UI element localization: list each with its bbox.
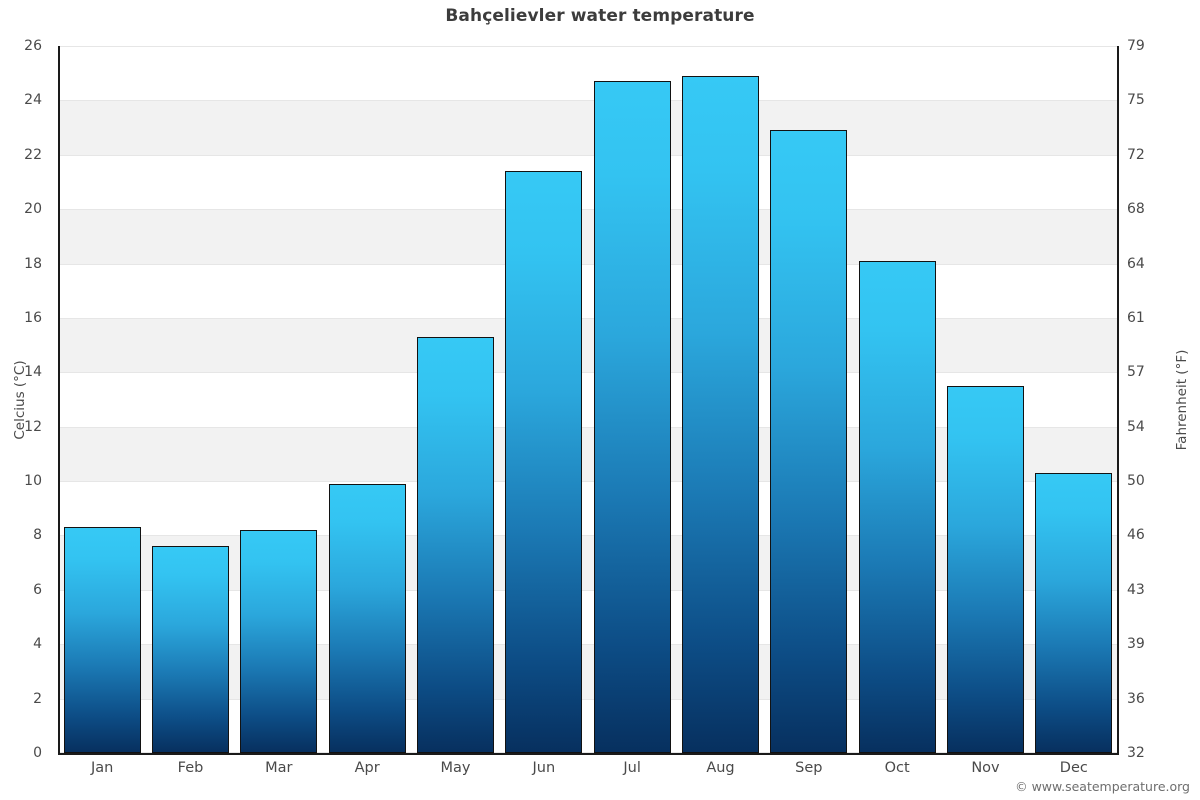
chart-title: Bahçelievler water temperature: [445, 6, 755, 26]
bars-layer: [58, 46, 1118, 753]
x-tick-label-jan: Jan: [90, 760, 114, 776]
y-axis-left-line: [58, 46, 60, 754]
x-tick-label-may: May: [440, 760, 471, 776]
y-tick-label-fahrenheit: 43: [1127, 581, 1145, 598]
y-tick-label-fahrenheit: 72: [1127, 146, 1145, 163]
y-tick-label-fahrenheit: 57: [1127, 364, 1145, 381]
gridline: [58, 154, 1118, 156]
gridline: [58, 752, 1118, 753]
x-axis-ticks: Jan Feb Mar Apr May Jun Jul Aug Sep Oct Nov Dec: [58, 758, 1118, 784]
x-tick-label-dec: Dec: [1059, 760, 1088, 776]
bar-mar[interactable]: [240, 530, 318, 753]
gridline: [58, 372, 1118, 374]
gridline: [58, 209, 1118, 211]
bar-sep[interactable]: [770, 130, 848, 753]
y-tick-label-celsius: 18: [24, 255, 42, 272]
bar-jan[interactable]: [63, 527, 141, 753]
x-tick-label-jul: Jul: [623, 760, 641, 776]
y-axis-right-title: Fahrenheit (°F): [1174, 349, 1190, 450]
bar-apr[interactable]: [328, 483, 406, 753]
y-tick-label-fahrenheit: 61: [1127, 309, 1145, 326]
gridline: [58, 535, 1118, 537]
y-tick-label-celsius: 6: [33, 581, 42, 598]
y-tick-label-fahrenheit: 79: [1127, 38, 1145, 54]
x-tick-label-oct: Oct: [884, 760, 910, 776]
x-axis-line: [58, 753, 1119, 755]
y-axis-left-title: Celcius (°C): [12, 359, 28, 440]
y-tick-label-fahrenheit: 46: [1127, 527, 1145, 544]
bar-nov[interactable]: [947, 385, 1024, 753]
y-axis-right-line: [1117, 46, 1119, 754]
gridline: [58, 644, 1118, 646]
gridline: [58, 317, 1118, 319]
bar-jul[interactable]: [593, 81, 671, 753]
gridline: [58, 426, 1118, 428]
gridline: [58, 46, 1118, 47]
y-tick-label-fahrenheit: 39: [1127, 636, 1145, 653]
y-axis-left-ticks: 0 2 4 6 8 10 12 14 16 18 20 22 24 26: [0, 39, 50, 760]
bar-jun[interactable]: [505, 171, 583, 753]
y-axis-right-title-wrap: Fahrenheit (°F): [1172, 46, 1192, 753]
background-band: [58, 317, 1118, 373]
x-tick-label-feb: Feb: [177, 760, 204, 776]
gridline: [58, 589, 1118, 591]
y-tick-label-celsius: 20: [24, 201, 42, 218]
y-tick-label-celsius: 0: [33, 745, 42, 761]
y-tick-label-fahrenheit: 32: [1127, 745, 1145, 761]
y-tick-label-celsius: 24: [24, 92, 42, 109]
y-tick-label-celsius: 16: [24, 309, 42, 326]
source-credit: © www.seatemperature.org: [1015, 779, 1190, 794]
bar-oct[interactable]: [858, 260, 936, 753]
y-tick-label-celsius: 12: [24, 418, 42, 435]
x-tick-label-aug: Aug: [706, 760, 735, 776]
y-tick-label-celsius: 8: [33, 527, 42, 544]
gridline: [58, 100, 1118, 102]
y-tick-label-fahrenheit: 54: [1127, 418, 1145, 435]
x-tick-label-apr: Apr: [354, 760, 380, 776]
y-tick-label-fahrenheit: 75: [1127, 92, 1145, 109]
y-axis-left-title-wrap: Celcius (°C): [8, 46, 28, 753]
gridline: [58, 481, 1118, 483]
y-tick-label-fahrenheit: 68: [1127, 201, 1145, 218]
x-tick-label-jun: Jun: [532, 760, 556, 776]
gridline: [58, 698, 1118, 700]
x-tick-label-sep: Sep: [795, 760, 823, 776]
y-tick-label-celsius: 10: [24, 473, 42, 490]
y-tick-label-celsius: 4: [33, 636, 42, 653]
y-tick-label-fahrenheit: 50: [1127, 473, 1145, 490]
plot-area: [58, 46, 1118, 753]
gridline: [58, 263, 1118, 265]
background-band: [58, 426, 1118, 482]
y-tick-label-fahrenheit: 36: [1127, 690, 1145, 707]
bar-feb[interactable]: [152, 546, 229, 753]
background-band: [58, 535, 1118, 590]
background-band: [58, 644, 1118, 699]
bar-dec[interactable]: [1035, 472, 1113, 753]
bar-may[interactable]: [417, 336, 494, 753]
y-tick-label-celsius: 22: [24, 146, 42, 163]
y-tick-label-celsius: 2: [33, 690, 42, 707]
background-band: [58, 209, 1118, 264]
bar-aug[interactable]: [682, 75, 759, 753]
y-tick-label-celsius: 14: [24, 364, 42, 381]
background-band: [58, 100, 1118, 155]
x-tick-label-mar: Mar: [265, 760, 293, 776]
y-axis-right-ticks: 32 36 39 43 46 50 54 57 61 64 68 72 75 79: [1119, 39, 1169, 760]
y-tick-label-celsius: 26: [24, 38, 42, 54]
y-tick-label-fahrenheit: 64: [1127, 255, 1145, 272]
x-tick-label-nov: Nov: [971, 760, 1000, 776]
